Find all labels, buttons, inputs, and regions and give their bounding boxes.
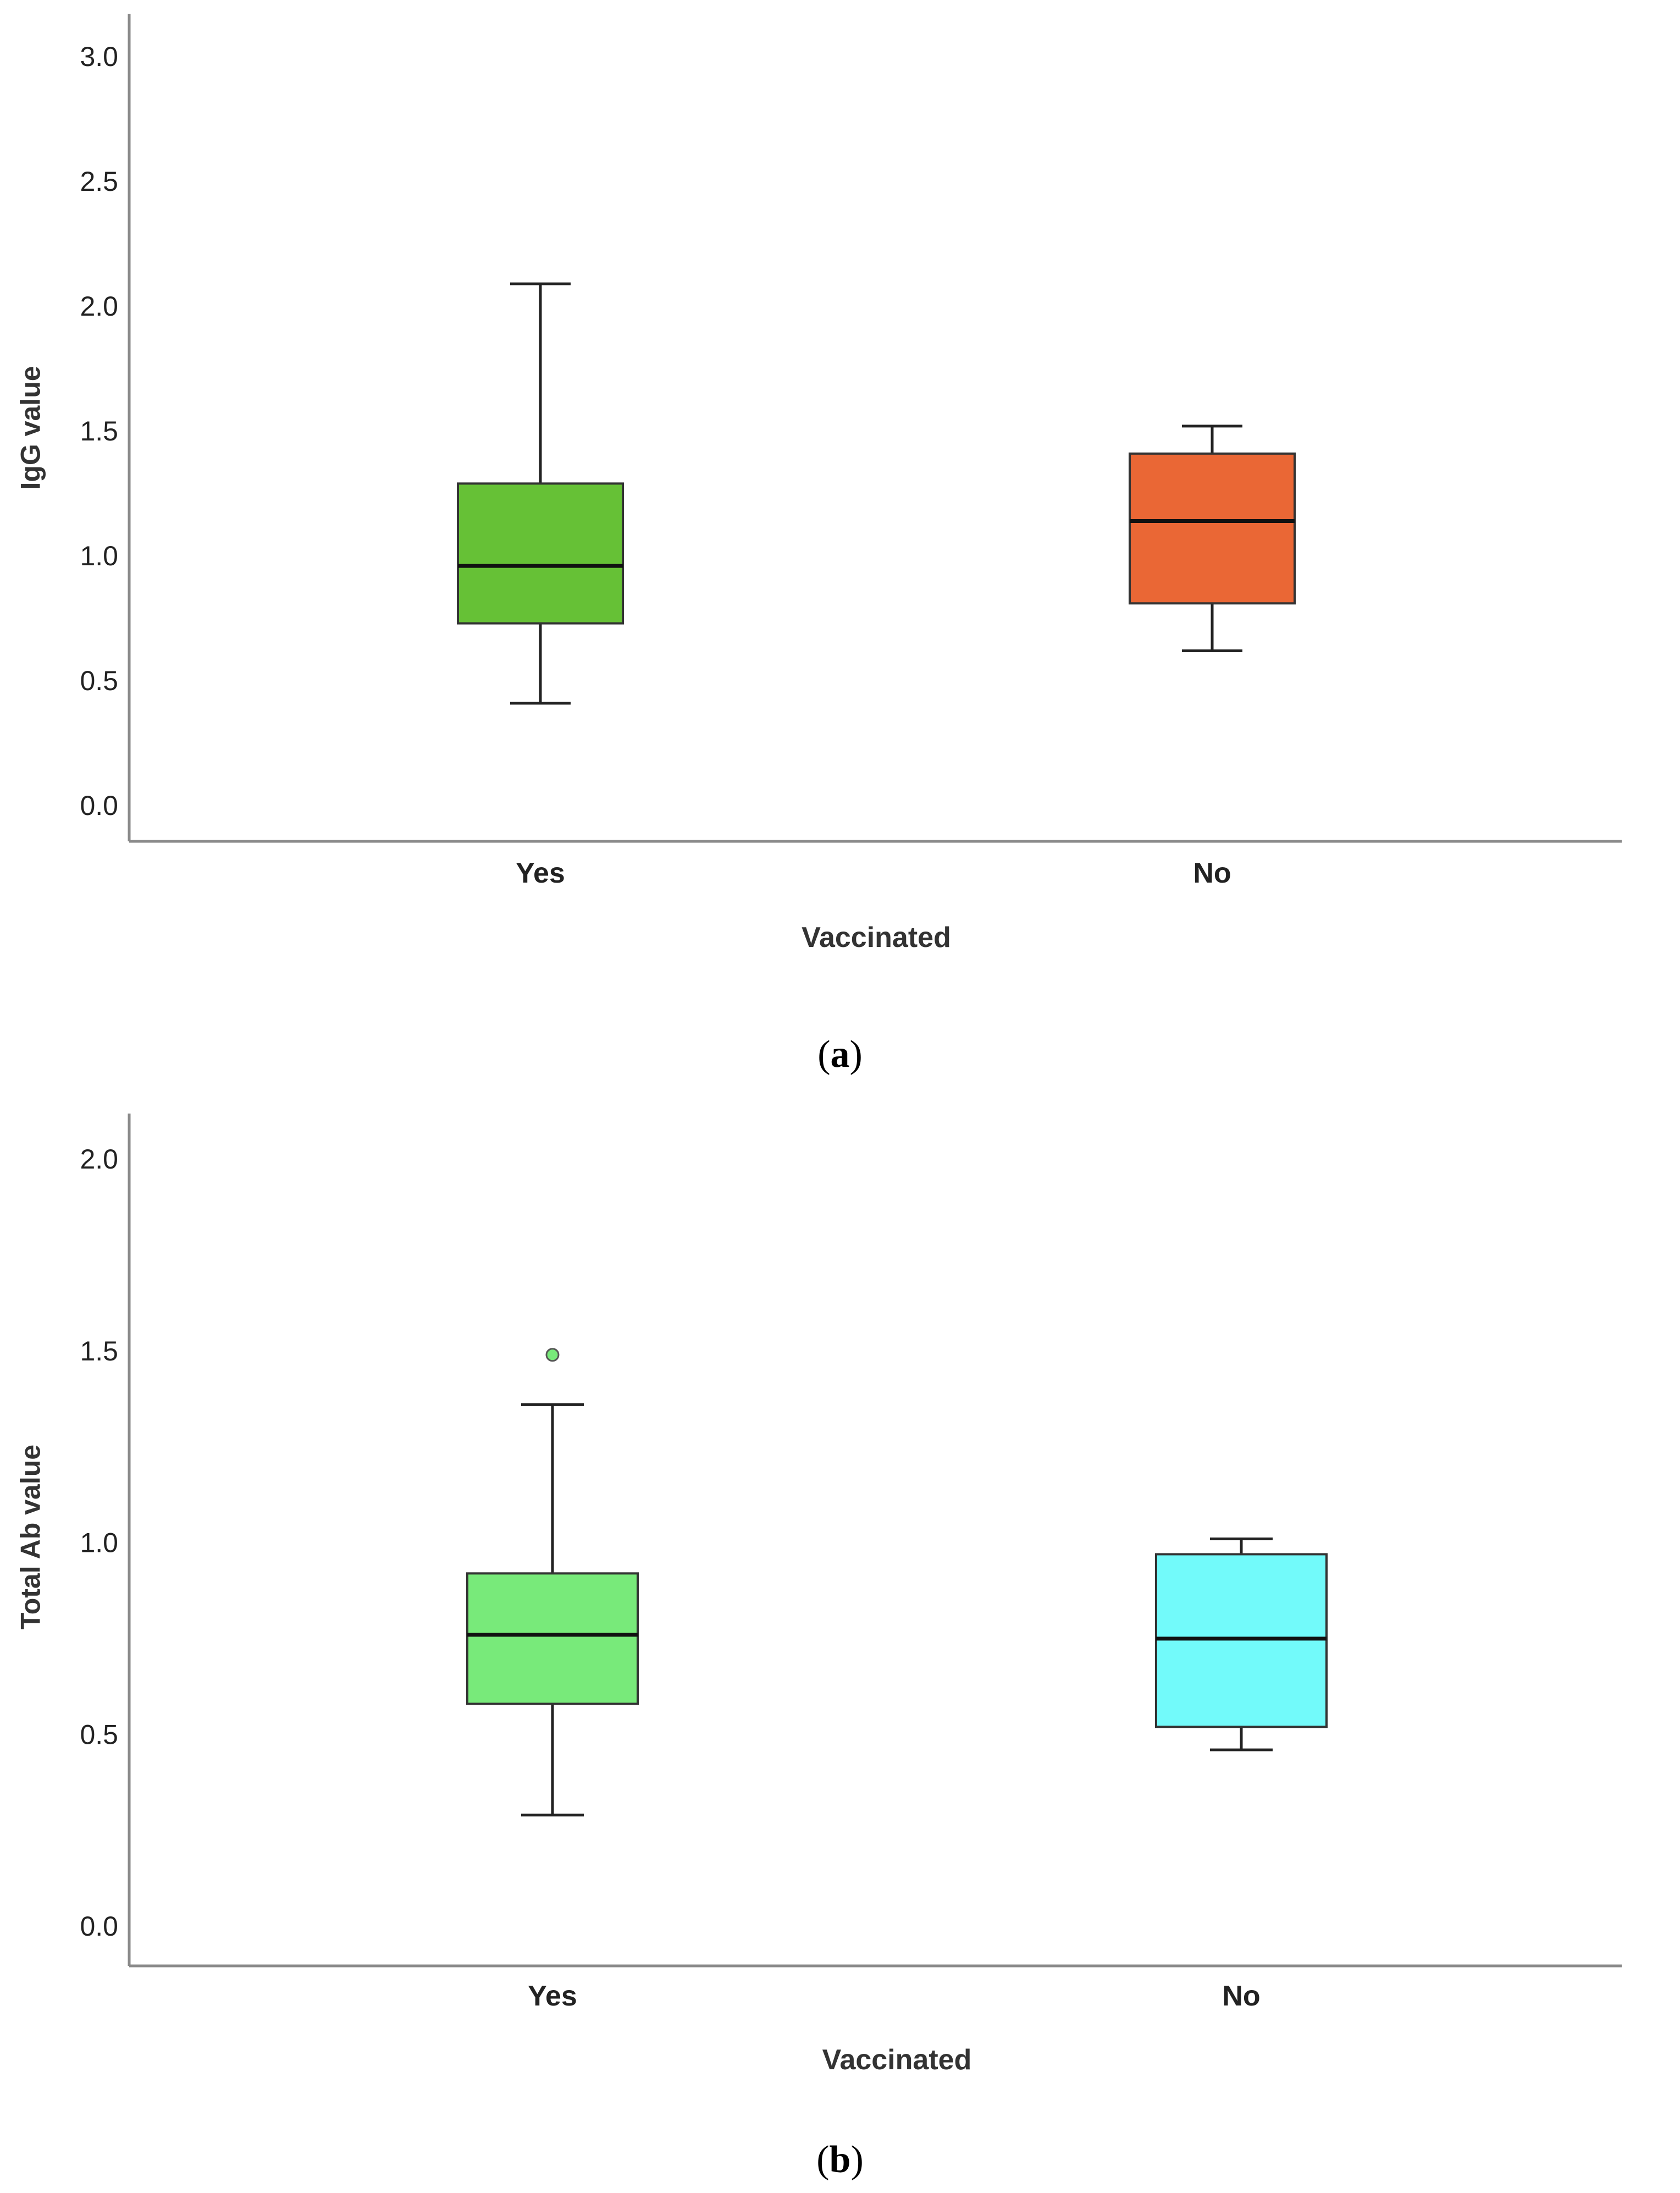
y-tick-label: 0.0 — [80, 790, 118, 821]
y-tick-label: 0.5 — [80, 665, 118, 696]
x-axis-title: Vaccinated — [822, 2044, 972, 2076]
y-axis-title: IgG value — [15, 366, 46, 489]
x-tick-label: No — [1222, 1980, 1260, 2012]
y-tick-label: 2.0 — [80, 1144, 118, 1175]
chart-b: 0.0 0.5 1.0 1.5 2.0 Total Ab value Yes No Vaccin… — [15, 1114, 1622, 2076]
panel-label-b: (b) — [816, 2139, 864, 2181]
x-tick-label: Yes — [516, 857, 565, 889]
y-tick-label: 0.5 — [80, 1719, 118, 1750]
x-axis-title: Vaccinated — [802, 922, 951, 954]
box-no — [1129, 425, 1296, 653]
box-yes — [466, 1348, 639, 1817]
y-tick-label: 1.0 — [80, 541, 118, 571]
outlier-point — [545, 1348, 560, 1362]
panel-label-a: (a) — [817, 1033, 863, 1076]
y-tick-label: 2.0 — [80, 291, 118, 322]
x-tick-label: Yes — [528, 1980, 577, 2012]
y-tick-label: 0.0 — [80, 1911, 118, 1942]
box-no — [1155, 1538, 1328, 1751]
x-tick-label: No — [1193, 857, 1231, 889]
y-tick-label: 1.0 — [80, 1528, 118, 1558]
y-axis-title: Total Ab value — [15, 1445, 46, 1629]
iqr-box — [1129, 452, 1296, 605]
y-tick-label: 1.5 — [80, 1336, 118, 1367]
y-tick-label: 3.0 — [80, 41, 118, 72]
chart-a: 0.0 0.5 1.0 1.5 2.0 2.5 3.0 IgG value Yes No Vacci… — [15, 14, 1622, 954]
y-tick-label: 2.5 — [80, 166, 118, 197]
y-tick-label: 1.5 — [80, 416, 118, 447]
iqr-box — [466, 1572, 639, 1705]
box-yes — [457, 282, 624, 705]
iqr-box — [457, 482, 624, 625]
